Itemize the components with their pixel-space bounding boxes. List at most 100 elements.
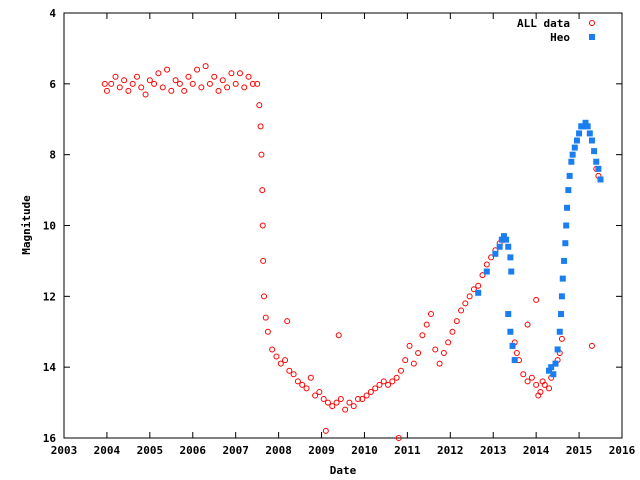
all-data-point — [395, 435, 402, 441]
all-data-point — [198, 84, 205, 91]
all-data-point — [445, 339, 452, 346]
heo-data-point — [496, 243, 503, 250]
all-data-point — [277, 360, 284, 367]
all-data-point — [181, 87, 188, 94]
heo-data-point — [507, 254, 514, 261]
all-data-point — [286, 367, 293, 374]
heo-data-point — [588, 137, 595, 144]
all-data-point — [307, 374, 314, 381]
all-data-point — [260, 257, 267, 264]
all-data-point — [320, 396, 327, 403]
all-data-point — [376, 381, 383, 388]
all-data-point — [108, 80, 115, 87]
all-data-point — [470, 286, 477, 293]
all-data-point — [219, 77, 226, 84]
all-data-point — [257, 123, 264, 130]
heo-data-point — [552, 360, 559, 367]
all-data-point — [284, 318, 291, 325]
y-tick-label: 4 — [49, 7, 56, 20]
heo-data-point — [507, 328, 514, 335]
x-tick-label: 2005 — [137, 444, 164, 457]
heo-data-point — [546, 367, 553, 374]
all-data-point — [322, 427, 329, 434]
all-data-point — [256, 102, 263, 109]
legend-label-all-data: ALL data — [517, 17, 570, 30]
all-data-point — [419, 332, 426, 339]
legend-marker-all-data — [589, 20, 595, 26]
all-data-point — [479, 272, 486, 279]
all-data-point — [176, 80, 183, 87]
y-tick-label: 8 — [49, 149, 56, 162]
heo-data-point — [550, 371, 557, 378]
all-data-point — [133, 73, 140, 80]
all-data-point — [164, 66, 171, 73]
all-data-point — [249, 80, 256, 87]
all-data-point — [116, 84, 123, 91]
all-data-point — [303, 385, 310, 392]
all-data-point — [528, 374, 535, 381]
all-data-point — [453, 318, 460, 325]
all-data-point — [436, 360, 443, 367]
all-data-point — [232, 80, 239, 87]
all-data-point — [488, 254, 495, 261]
x-tick-label: 2012 — [437, 444, 464, 457]
all-data-point — [537, 388, 544, 395]
all-data-point — [363, 392, 370, 399]
all-data-point — [245, 73, 252, 80]
all-data-point — [155, 70, 162, 77]
all-data-point — [380, 378, 387, 385]
all-data-point — [389, 378, 396, 385]
all-data-point — [168, 87, 175, 94]
x-tick-label: 2004 — [94, 444, 121, 457]
y-tick-label: 14 — [43, 361, 57, 374]
all-data-point — [259, 187, 266, 194]
all-data-point — [541, 381, 548, 388]
heo-data-point — [582, 119, 589, 126]
all-data-point — [355, 396, 362, 403]
all-data-point — [264, 328, 271, 335]
all-data-point — [520, 371, 527, 378]
all-data-point — [335, 332, 342, 339]
all-data-point — [329, 403, 336, 410]
all-data-point — [410, 360, 417, 367]
x-tick-label: 2006 — [180, 444, 207, 457]
all-data-point — [475, 282, 482, 289]
all-data-point — [533, 296, 540, 303]
y-tick-label: 12 — [43, 290, 56, 303]
data-points — [101, 63, 604, 441]
heo-data-point — [586, 130, 593, 137]
all-data-point — [206, 80, 213, 87]
all-data-point — [402, 357, 409, 364]
heo-data-point — [565, 187, 572, 194]
heo-data-point — [548, 364, 555, 371]
all-data-point — [261, 293, 268, 300]
heo-data-point — [558, 311, 565, 318]
heo-data-point — [558, 293, 565, 300]
x-tick-label: 2003 — [51, 444, 78, 457]
all-data-point — [346, 399, 353, 406]
heo-data-point — [569, 151, 576, 158]
heo-data-point — [563, 222, 570, 229]
y-axis: 4 6 8 10 12 14 16 — [43, 7, 622, 445]
all-data-point — [558, 335, 565, 342]
all-data-point — [236, 70, 243, 77]
all-data-point — [282, 357, 289, 364]
all-data-point — [524, 321, 531, 328]
heo-data-point — [508, 268, 515, 275]
y-tick-label: 6 — [49, 78, 56, 91]
all-data-point — [337, 396, 344, 403]
heo-data-point — [571, 144, 578, 151]
all-data-point — [112, 73, 119, 80]
x-axis-title: Date — [330, 464, 357, 477]
all-data-point — [262, 314, 269, 321]
all-data-point — [189, 80, 196, 87]
heo-data-point — [492, 250, 499, 257]
all-data-point — [397, 367, 404, 374]
all-data-point — [103, 87, 110, 94]
all-data-point — [211, 73, 218, 80]
all-data-point — [194, 66, 201, 73]
heo-data-point — [591, 148, 598, 155]
heo-data-point — [505, 243, 512, 250]
all-data-point — [273, 353, 280, 360]
